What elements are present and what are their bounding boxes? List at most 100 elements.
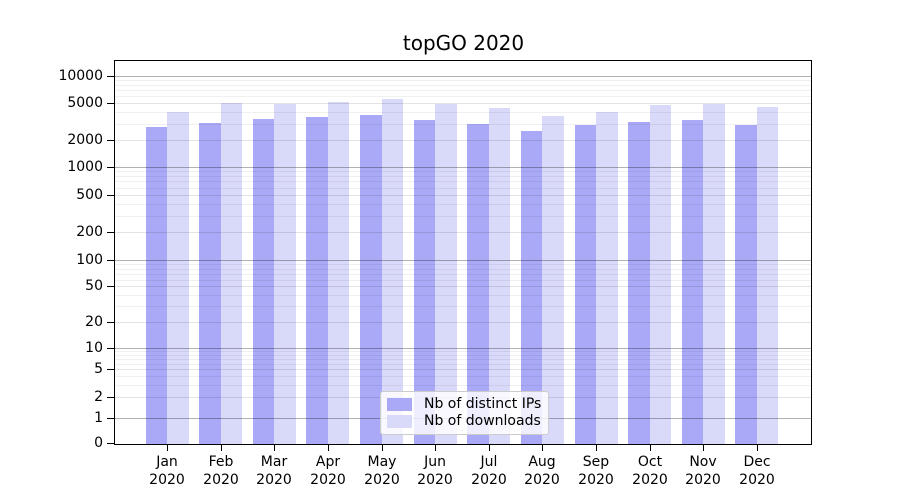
x-tick-label-feb: Feb 2020 [203,454,239,488]
gridline-minor [115,216,812,217]
y-tick [107,443,114,444]
y-tick [107,369,114,370]
bar-nb-of-downloads-may [381,98,404,444]
legend-label-distinct-ips: Nb of distinct IPs [424,396,542,412]
axis-spine-left [114,60,115,445]
y-tick [107,167,114,168]
x-tick-label-may: May 2020 [364,454,400,488]
y-tick-label: 2 [94,389,103,405]
y-tick-label: 50 [85,278,103,294]
y-tick [107,140,114,141]
gridline-minor [115,376,812,377]
axis-spine-bottom [115,444,812,445]
gridline-minor [115,232,812,233]
gridline-minor [115,103,812,104]
gridline-minor [115,181,812,182]
bar-nb-of-downloads-oct [649,105,672,444]
bar-nb-of-distinct-ips-dec [735,124,757,444]
legend-label-downloads: Nb of downloads [424,413,541,429]
bar-nb-of-distinct-ips-mar [252,119,275,444]
bar-nb-of-downloads-jul [488,107,511,444]
legend: Nb of distinct IPs Nb of downloads [380,391,549,435]
axis-spine-top [115,60,812,61]
x-tick [489,445,490,451]
axis-spine-right [811,60,812,445]
y-tick-label: 2000 [67,132,103,148]
x-tick [274,445,275,451]
bar-nb-of-distinct-ips-oct [628,122,650,444]
y-tick-label: 0 [94,435,103,451]
y-tick [107,348,114,349]
gridline-minor [115,264,812,265]
x-tick [703,445,704,451]
legend-item-distinct-ips: Nb of distinct IPs [387,396,542,413]
y-tick-label: 20 [85,314,103,330]
gridline-minor [115,171,812,172]
y-tick-label: 1000 [67,159,103,175]
bar-nb-of-downloads-aug [542,115,564,444]
x-tick [596,445,597,451]
y-tick [107,286,114,287]
gridline-minor [115,274,812,275]
bar-nb-of-distinct-ips-nov [681,119,704,444]
gridline-minor [115,90,812,91]
x-tick-label-aug: Aug 2020 [524,454,560,488]
gridline-minor [115,80,812,81]
bar-nb-of-distinct-ips-jul [467,124,489,444]
x-tick [167,445,168,451]
y-tick [107,103,114,104]
x-tick-label-mar: Mar 2020 [256,454,292,488]
gridline-minor [115,385,812,386]
x-tick-label-oct: Oct 2020 [632,454,668,488]
y-tick [107,418,114,419]
legend-swatch-distinct-ips [387,398,412,411]
bar-nb-of-distinct-ips-feb [199,122,221,444]
y-tick [107,260,114,261]
chart-title: topGO 2020 [402,31,525,55]
gridline-minor [115,322,812,323]
gridline-major [115,260,812,261]
y-tick [107,397,114,398]
y-tick [107,195,114,196]
gridline-major [115,167,812,168]
x-tick [221,445,222,451]
bar-nb-of-downloads-apr [327,102,350,444]
y-tick-label: 500 [76,187,103,203]
gridline-minor [115,176,812,177]
x-tick-label-apr: Apr 2020 [310,454,346,488]
legend-item-downloads: Nb of downloads [387,413,541,430]
gridline-major [115,348,812,349]
bar-nb-of-distinct-ips-may [360,115,382,444]
gridline-minor [115,195,812,196]
bar-nb-of-downloads-jun [435,104,457,444]
gridline-minor [115,364,812,365]
y-tick-label: 100 [76,252,103,268]
legend-swatch-downloads [387,415,412,428]
x-tick [650,445,651,451]
gridline-minor [115,359,812,360]
gridline-minor [115,306,812,307]
x-tick [382,445,383,451]
y-tick [107,322,114,323]
gridline-minor [115,96,812,97]
gridline-minor [115,124,812,125]
x-tick-label-jun: Jun 2020 [417,454,453,488]
bar-nb-of-downloads-dec [756,106,779,444]
plot-area [115,60,812,445]
x-tick-label-jan: Jan 2020 [149,454,185,488]
bar-nb-of-distinct-ips-jun [413,119,436,444]
bar-nb-of-distinct-ips-sep [574,124,597,444]
bar-nb-of-downloads-feb [220,103,243,444]
gridline-minor [115,355,812,356]
bar-nb-of-distinct-ips-apr [306,116,328,444]
bar-nb-of-downloads-jan [167,112,189,444]
bar-nb-of-downloads-mar [274,103,296,444]
x-tick-label-dec: Dec 2020 [739,454,775,488]
gridline-minor [115,188,812,189]
gridline-minor [115,351,812,352]
x-tick [435,445,436,451]
bar-nb-of-downloads-nov [703,104,725,444]
bar-nb-of-distinct-ips-jan [145,127,167,444]
y-tick-label: 10000 [58,68,103,84]
